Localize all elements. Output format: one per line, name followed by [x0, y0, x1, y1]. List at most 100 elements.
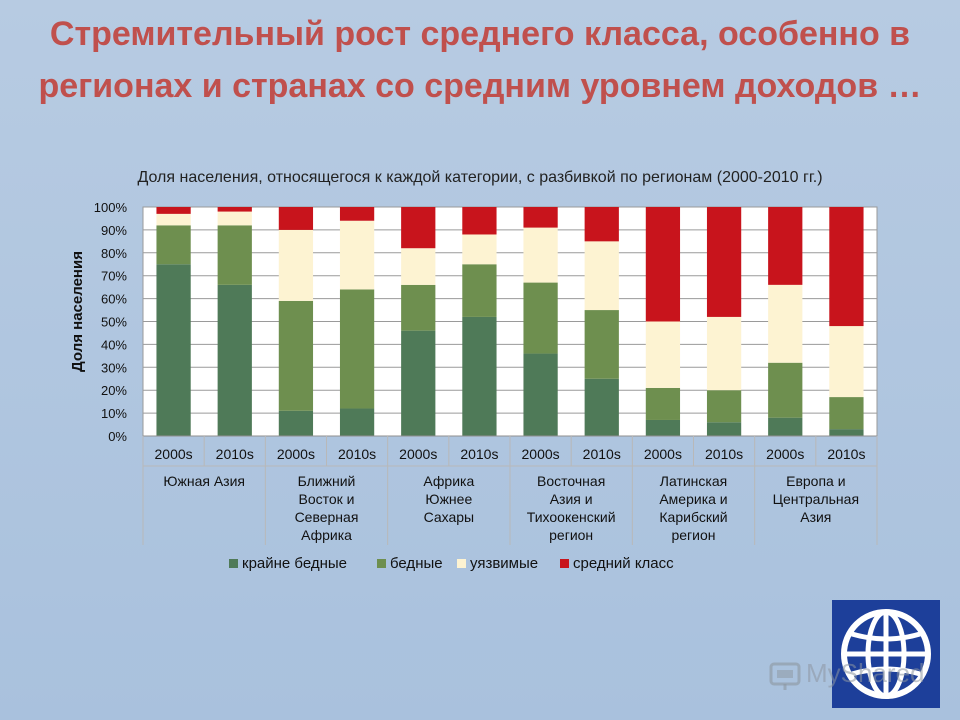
bar-segment	[401, 207, 436, 249]
y-tick-label: 70%	[101, 269, 127, 284]
y-tick-label: 50%	[101, 315, 127, 330]
bar-segment	[645, 321, 681, 388]
bar-segment	[829, 429, 864, 436]
legend-entry: уязвимые	[470, 555, 538, 572]
bar-segment	[645, 207, 681, 322]
region-label: регион	[549, 527, 593, 543]
bar-segment	[584, 207, 619, 242]
x-tick-label: 2000s	[522, 446, 560, 462]
bar-segment	[645, 419, 681, 436]
region-label: Африка	[423, 473, 474, 489]
legend-swatch	[229, 559, 238, 568]
x-tick-label: 2010s	[827, 446, 865, 462]
region-label: Карибский	[659, 509, 727, 525]
bar-segment	[645, 387, 681, 420]
bar-segment	[584, 310, 619, 379]
bar-segment	[156, 213, 191, 226]
bar-segment	[401, 284, 436, 331]
bar-segment	[156, 207, 191, 214]
region-label: Азия и	[550, 491, 593, 507]
bar-segment	[462, 234, 497, 265]
bar-segment	[339, 289, 375, 409]
bar-segment	[401, 248, 436, 285]
x-tick-label: 2010s	[216, 446, 254, 462]
region-label: Америка и	[659, 491, 727, 507]
bar-segment	[217, 207, 252, 212]
bar-segment	[829, 326, 864, 398]
legend-swatch	[377, 559, 386, 568]
region-label: Восточная	[537, 473, 605, 489]
region-label: Европа и	[786, 473, 845, 489]
bar-segment	[156, 225, 191, 265]
legend-entry: средний класс	[573, 555, 674, 572]
bar-segment	[278, 207, 314, 230]
bar-segment	[156, 264, 191, 436]
bar-segment	[768, 362, 803, 418]
bar-segment	[768, 207, 803, 285]
x-tick-label: 2000s	[155, 446, 193, 462]
watermark-text: MyShared	[806, 658, 925, 688]
y-tick-label: 10%	[101, 406, 127, 421]
bar-segment	[706, 316, 742, 391]
y-tick-label: 100%	[94, 200, 128, 215]
x-tick-label: 2000s	[399, 446, 437, 462]
x-tick-label: 2010s	[583, 446, 621, 462]
bar-segment	[523, 227, 558, 283]
region-label: Тихоокенский	[527, 509, 616, 525]
x-tick-label: 2010s	[705, 446, 743, 462]
y-tick-label: 80%	[101, 246, 127, 261]
region-label: Центральная	[773, 491, 859, 507]
bar-segment	[584, 241, 619, 311]
y-tick-label: 20%	[101, 383, 127, 398]
projector-icon	[769, 662, 801, 690]
bar-segment	[706, 422, 742, 436]
bar-segment	[829, 207, 864, 327]
bar-segment	[401, 330, 436, 436]
bar-segment	[278, 300, 314, 411]
y-axis-label: Доля населения	[69, 251, 86, 372]
bar-segment	[523, 282, 558, 354]
region-label: Африка	[301, 527, 352, 543]
bar-segment	[217, 284, 252, 436]
region-label: Ближний	[298, 473, 356, 489]
bar-segment	[523, 207, 558, 228]
y-tick-label: 60%	[101, 292, 127, 307]
bar-segment	[462, 264, 497, 317]
legend-swatch	[457, 559, 466, 568]
bar-segment	[339, 408, 375, 436]
y-tick-label: 90%	[101, 223, 127, 238]
region-label: регион	[671, 527, 715, 543]
page-title: Стремительный рост среднего класса, особ…	[38, 15, 922, 105]
bar-segment	[829, 397, 864, 430]
x-tick-label: 2010s	[460, 446, 498, 462]
bar-segment	[278, 229, 314, 301]
region-label: Северная	[295, 509, 359, 525]
bar-segment	[768, 417, 803, 436]
bar-segment	[768, 284, 803, 363]
chart-subtitle: Доля населения, относящегося к каждой ка…	[137, 169, 823, 186]
bar-segment	[462, 316, 497, 436]
world-bank-logo	[832, 600, 940, 708]
bar-segment	[462, 207, 497, 235]
legend-swatch	[560, 559, 569, 568]
legend-entry: бедные	[390, 555, 443, 572]
stacked-bar-chart: 0% 10% 20% 30% 40% 50% 60% 70% 80% 90% 100% Доля на…	[69, 200, 878, 572]
y-tick-label: 0%	[108, 429, 127, 444]
y-tick-label: 30%	[101, 360, 127, 375]
bar-segment	[278, 410, 314, 436]
bar-segment	[584, 378, 619, 436]
region-label: Южнее	[425, 491, 472, 507]
bar-segment	[339, 220, 375, 290]
bar-segment	[706, 390, 742, 423]
x-tick-label: 2000s	[766, 446, 804, 462]
x-tick-label: 2000s	[644, 446, 682, 462]
bar-segment	[706, 207, 742, 317]
bar-segment	[217, 211, 252, 226]
region-label: Сахары	[424, 509, 475, 525]
x-tick-label: 2010s	[338, 446, 376, 462]
region-label: Южная Азия	[163, 473, 245, 489]
bar-segment	[217, 225, 252, 285]
x-tick-label: 2000s	[277, 446, 315, 462]
region-label: Восток и	[299, 491, 355, 507]
bar-segment	[523, 353, 558, 436]
